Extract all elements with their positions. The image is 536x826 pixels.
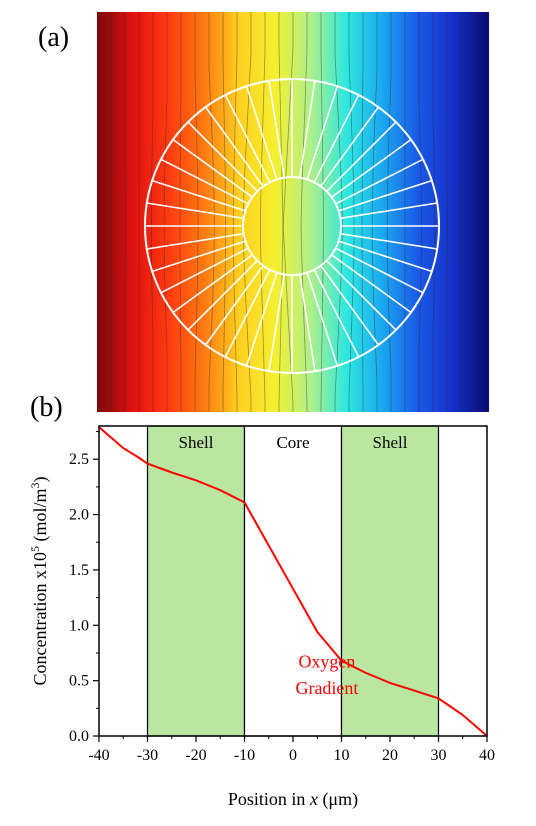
region-label-shell: Shell	[373, 433, 408, 452]
y-tick-label: 0.0	[69, 728, 89, 745]
region-shell	[340, 425, 440, 737]
isoline	[242, 12, 252, 412]
isoline	[334, 12, 343, 412]
x-tick-label: -40	[88, 747, 109, 764]
isoline	[179, 12, 182, 412]
isoline	[386, 12, 392, 412]
core-shell-particle	[144, 78, 440, 374]
shell-segment-divider	[335, 158, 424, 205]
shell-segment-divider	[320, 265, 380, 346]
annotation-oxygen: Oxygen	[298, 651, 355, 671]
shell-segment-divider	[326, 260, 397, 331]
x-tick-label: 0	[289, 747, 297, 764]
x-axis-title-unit: (μm)	[318, 789, 358, 810]
shell-segment-divider	[146, 232, 244, 250]
y-axis-title: Concentration x105 (mol/m3)	[28, 477, 51, 686]
shell-segment-divider	[187, 121, 258, 192]
shell-segment-divider	[204, 265, 264, 346]
isoline	[124, 12, 126, 412]
shell-segment-divider	[338, 179, 433, 212]
shell-segment-divider	[245, 272, 278, 367]
isoline	[320, 12, 324, 412]
shell-segment-divider	[340, 202, 438, 220]
x-tick-label: 40	[479, 747, 495, 764]
isoline	[232, 12, 238, 412]
y-tick-label: 2.0	[69, 507, 89, 524]
shell-segment-divider	[172, 254, 253, 314]
y-axis-title-exp: 5	[28, 546, 42, 552]
x-axis-title-var: x	[309, 789, 318, 809]
shell-segment-divider	[326, 121, 397, 192]
shell-segment-divider	[320, 106, 380, 187]
isoline	[163, 12, 168, 412]
isoline	[260, 12, 266, 412]
y-tick-label: 2.5	[69, 451, 89, 468]
shell-segment-divider	[335, 247, 424, 294]
shell-segment-divider	[306, 85, 339, 180]
x-tick-label: 10	[334, 747, 350, 764]
isoline	[194, 12, 199, 412]
region-shell	[146, 425, 246, 737]
y-tick-label: 1.0	[69, 617, 89, 634]
shell-segment-divider	[331, 254, 412, 314]
shell-segment-divider	[298, 80, 316, 178]
shell-segment-divider	[224, 94, 271, 183]
region-core	[243, 425, 343, 737]
shell-segment-divider	[268, 274, 286, 372]
shell-segment-divider	[160, 247, 249, 294]
shell-segment-divider	[160, 158, 249, 205]
y-axis-title-close: )	[30, 477, 51, 483]
x-axis-ticks: -40 -30 -20 -10 0 10 20 30 40	[88, 736, 495, 764]
region-group: Shell Core Shell	[146, 425, 440, 737]
shell-segment-divider	[338, 240, 433, 273]
shell-segment-divider	[306, 272, 339, 367]
shell-segment-divider	[172, 138, 253, 198]
isoline	[418, 12, 422, 412]
oxygen-concentration-map	[97, 12, 489, 412]
x-axis-title: Position in x (μm)	[228, 789, 358, 810]
shell-segment-divider	[151, 240, 246, 273]
y-axis-title-unit-exp: 3	[28, 483, 42, 489]
shell-segment-divider	[146, 202, 244, 220]
shell-segment-divider	[313, 94, 360, 183]
annotation-gradient: Gradient	[295, 678, 358, 698]
shell-segment-divider	[204, 106, 264, 187]
y-tick-label: 1.5	[69, 562, 89, 579]
x-axis-title-prefix: Position in	[228, 789, 310, 809]
isoline	[432, 12, 436, 412]
isoline	[371, 12, 378, 412]
y-axis-title-main: Concentration x10	[30, 552, 50, 685]
region-label-core: Core	[276, 433, 309, 452]
shell-segment-divider	[313, 269, 360, 358]
y-tick-label: 0.5	[69, 673, 89, 690]
y-axis-title-unit: (mol/m	[30, 489, 51, 547]
x-tick-label: -10	[234, 747, 255, 764]
x-tick-label: -30	[137, 747, 158, 764]
panel-a-label: (a)	[38, 22, 70, 53]
x-tick-label: 30	[431, 747, 447, 764]
isoline	[208, 12, 215, 412]
x-tick-label: -20	[185, 747, 206, 764]
shell-segment-divider	[187, 260, 258, 331]
panel-b-label: (b)	[30, 392, 63, 423]
region-label-shell: Shell	[179, 433, 214, 452]
shell-segment-divider	[224, 269, 271, 358]
isoline	[222, 12, 226, 412]
y-axis-ticks: 0.0 0.5 1.0 1.5 2.0 2.5	[69, 431, 99, 745]
shell-segment-divider	[340, 232, 438, 250]
isoline	[348, 12, 355, 412]
shell-segment-divider	[331, 138, 412, 198]
oxygen-gradient-line	[98, 426, 488, 737]
shell-segment-divider	[268, 80, 286, 178]
shell-segment-divider	[245, 85, 278, 180]
isoline	[361, 12, 364, 412]
isoline-group	[110, 12, 476, 412]
isoline	[151, 12, 154, 412]
shell-segment-divider	[298, 274, 316, 372]
x-tick-label: 20	[382, 747, 398, 764]
shell-segment-divider	[151, 179, 246, 212]
